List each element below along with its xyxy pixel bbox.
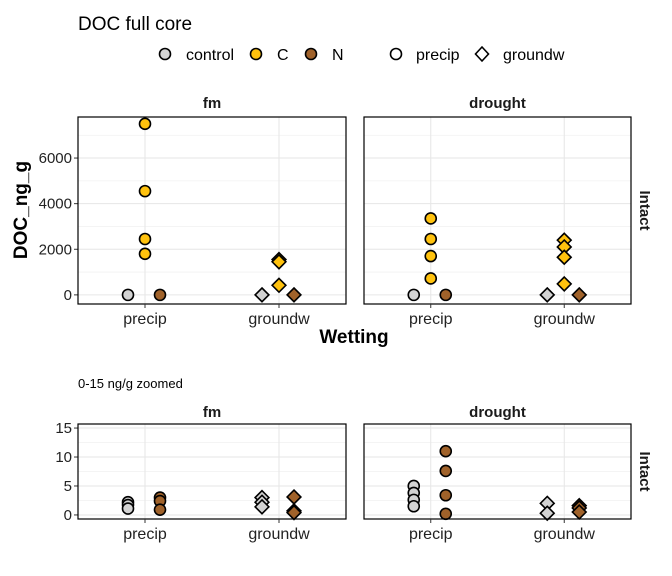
point-fm-precip-C [138,247,152,261]
y-tick-label: 2000 [39,241,72,258]
point-fm-precip-control [121,288,135,302]
legend-label-groundw: groundw [503,47,565,64]
y-tick-label: 6000 [39,150,72,167]
x-tick-label: precip [409,311,453,328]
point-drought-groundw-C [556,275,573,292]
panel-fm: fm precip groundw [77,95,347,328]
point-drought-groundw-control [539,286,556,303]
top-y-axis-title: DOC_ng_g [11,161,32,259]
point-fm-groundw-C [270,253,288,270]
x-tick-label: groundw [248,526,310,543]
panel-border [363,423,632,520]
point-drought-precip-C [424,232,438,246]
panel-border [77,423,347,520]
panel-drought: drought precip groundw [363,95,632,328]
legend-label-n: N [332,47,344,64]
point-drought-precip-control [407,499,421,513]
point-fm-precip-C [138,184,152,198]
x-tick-label: groundw [248,311,310,328]
point-fm-precip-N [153,288,167,302]
panel-fm: fm precip groundw [77,404,347,543]
point-drought-precip-N [439,464,453,478]
legend-key-c [249,47,263,61]
strip-label-drought: drought [469,404,526,421]
panel-border [77,116,347,305]
point-drought-groundw-control [539,505,556,522]
point-drought-precip-C [424,272,438,285]
panel-border [363,116,632,305]
chart-1: 0 2000 4000 6000 fm precip groundw drought preci… [39,95,653,328]
y-tick-label: 15 [55,420,72,437]
panel-background [364,117,631,304]
point-drought-groundw-N [571,286,588,303]
point-fm-groundw-control [253,286,271,303]
point-fm-precip-control [121,502,135,515]
facet-panels: 0 2000 4000 6000 fm precip groundw drought preci… [39,95,653,543]
point-drought-precip-control [407,288,421,302]
legend-label-precip: precip [416,47,460,64]
point-drought-precip-N [439,288,453,302]
strip-label-drought: drought [469,95,526,112]
legend: control C N precip groundw [158,45,565,64]
x-tick-label: precip [123,526,167,543]
y-tick-label: 4000 [39,196,72,213]
legend-label-c: C [277,47,289,64]
y-tick-label: 0 [64,287,72,304]
x-tick-label: precip [123,311,167,328]
legend-key-n [304,47,318,61]
point-fm-precip-C [138,117,152,131]
legend-key-precip [389,47,403,61]
legend-key-groundw [474,45,490,63]
legend-key-control [158,47,172,61]
panel-drought: drought precip groundw [363,404,632,543]
legend-label-control: control [186,47,234,64]
strip-label-fm: fm [203,95,221,112]
figure-title: DOC full core [78,14,192,35]
point-drought-precip-N [439,488,453,502]
point-fm-precip-N [153,503,167,517]
point-drought-precip-N [439,444,453,458]
strip-label-intact: Intact [636,190,653,230]
point-drought-precip-C [424,249,438,263]
point-fm-groundw-N [285,286,303,303]
x-tick-label: groundw [534,526,596,543]
panel-background [78,117,346,304]
point-fm-precip-C [138,232,152,246]
point-fm-groundw-C [270,277,288,294]
y-tick-label: 5 [64,478,72,495]
y-tick-label: 10 [55,449,72,466]
point-drought-groundw-C [556,249,573,266]
bottom-title: 0-15 ng/g zoomed [78,376,183,391]
strip-label-intact: Intact [636,451,653,491]
top-x-axis-title: Wetting [319,327,388,348]
point-fm-groundw-control [253,498,271,515]
y-tick-label: 0 [64,507,72,524]
x-tick-label: precip [409,526,453,543]
chart-2: 0 5 10 15 fm precip groundw drought precip ground… [55,404,653,543]
x-tick-label: groundw [534,311,596,328]
strip-label-fm: fm [203,404,221,421]
point-drought-precip-C [424,212,438,225]
point-drought-precip-N [439,507,453,521]
